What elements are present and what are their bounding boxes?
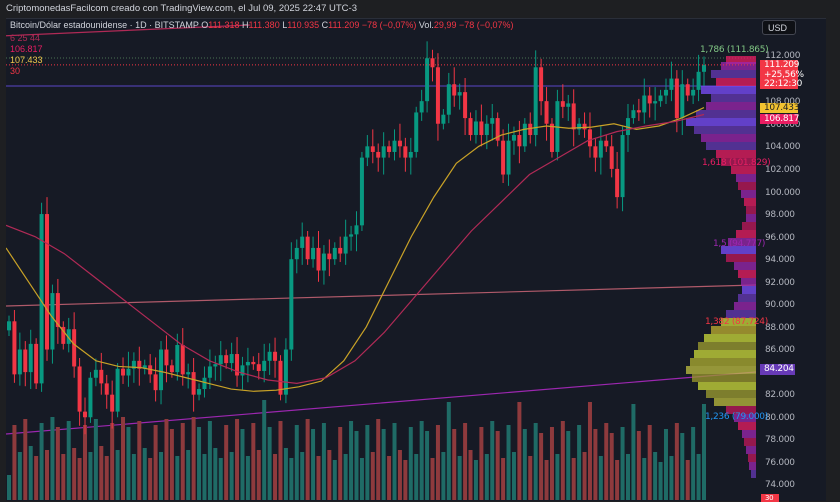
price-tick: 86.000	[765, 345, 795, 355]
close-label: C	[321, 20, 329, 30]
price-tick: 100.000	[765, 188, 801, 198]
price-tick: 92.000	[765, 278, 795, 288]
ma-fast-legend-value: 107.433	[10, 55, 43, 65]
symbol-legend: Bitcoin/Dólar estadounidense · 1D · BITS…	[10, 20, 514, 30]
open-value: 111.318	[208, 20, 240, 30]
price-tick: 74.000	[765, 480, 795, 490]
attribution-text: CriptomonedasFacilcom creado con Trading…	[6, 3, 357, 14]
price-tick: 112.000	[765, 51, 801, 61]
low-value: 110.935	[287, 20, 320, 30]
price-tick: 78.000	[765, 435, 795, 445]
fib-label-15: 1,5 (94.777)	[713, 239, 766, 249]
price-tick: 106.000	[765, 120, 801, 130]
poc-price-label: 84.204	[760, 364, 795, 375]
open-label: O	[201, 20, 209, 30]
chart-frame[interactable]	[6, 18, 826, 501]
price-tick: 94.000	[765, 255, 795, 265]
extra-legend-value: 30	[10, 66, 21, 76]
price-tick: 98.000	[765, 210, 795, 220]
attribution-bar: CriptomonedasFacilcom creado con Trading…	[0, 0, 840, 18]
high-value: 111.380	[248, 20, 280, 30]
change-value: −78 (−0,07%)	[361, 20, 417, 30]
bottom-badge: 30	[761, 494, 779, 502]
low-label: L	[282, 20, 288, 30]
ma-fast-price-label: 107.433	[760, 103, 799, 113]
price-tick: 88.000	[765, 323, 795, 333]
volume-value: 29,99	[433, 20, 457, 30]
current-price: 111.209	[764, 60, 800, 70]
symbol-title: Bitcoin/Dólar estadounidense · 1D · BITS…	[10, 20, 199, 30]
volume-label: Vol.	[418, 20, 434, 30]
fib-label-1382: 1,382 (87.724)	[705, 317, 768, 327]
fib-label-1618: 1,618 (101.829)	[702, 158, 771, 168]
currency-button[interactable]: USD	[762, 20, 796, 35]
price-tick: 80.000	[765, 413, 795, 423]
price-tick: 90.000	[765, 300, 795, 310]
ma-slow-legend-value: 106.817	[10, 44, 43, 54]
volume-change: −78 (−0,07%)	[458, 20, 514, 30]
bar-countdown: 22:12:30	[764, 79, 803, 90]
current-price-label: 111.209 +25,56% 22:12:30	[760, 60, 804, 90]
high-label: H	[242, 20, 249, 30]
current-change-pct: +25,56%	[764, 69, 804, 80]
ma-params: 6 25 44	[10, 33, 41, 43]
price-tick: 96.000	[765, 233, 795, 243]
close-value: 111.209	[328, 20, 360, 30]
price-tick: 82.000	[765, 390, 795, 400]
right-scroll-strip	[826, 18, 840, 500]
fib-label-1786: 1,786 (111.865)	[700, 45, 769, 55]
price-tick: 108.000	[765, 97, 801, 107]
fib-label-1236: 1,236 (79.000)	[705, 412, 768, 422]
price-tick: 104.000	[765, 142, 801, 152]
ma-slow-price-label: 106.817	[760, 114, 799, 124]
price-tick: 76.000	[765, 458, 795, 468]
price-tick: 102.000	[765, 165, 801, 175]
